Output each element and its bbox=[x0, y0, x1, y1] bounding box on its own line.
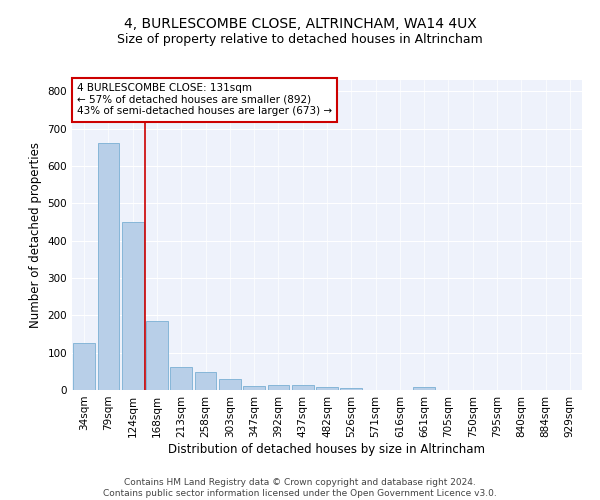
Bar bbox=[97, 144, 119, 390]
Bar bbox=[413, 387, 435, 390]
Bar bbox=[316, 387, 338, 390]
Text: Contains HM Land Registry data © Crown copyright and database right 2024.
Contai: Contains HM Land Registry data © Crown c… bbox=[103, 478, 497, 498]
X-axis label: Distribution of detached houses by size in Altrincham: Distribution of detached houses by size … bbox=[169, 442, 485, 456]
Bar bbox=[340, 388, 362, 390]
Text: 4, BURLESCOMBE CLOSE, ALTRINCHAM, WA14 4UX: 4, BURLESCOMBE CLOSE, ALTRINCHAM, WA14 4… bbox=[124, 18, 476, 32]
Bar bbox=[73, 344, 95, 390]
Bar bbox=[292, 385, 314, 390]
Y-axis label: Number of detached properties: Number of detached properties bbox=[29, 142, 42, 328]
Bar bbox=[122, 222, 143, 390]
Bar bbox=[243, 386, 265, 390]
Text: Size of property relative to detached houses in Altrincham: Size of property relative to detached ho… bbox=[117, 32, 483, 46]
Bar bbox=[219, 379, 241, 390]
Bar bbox=[146, 321, 168, 390]
Bar bbox=[170, 367, 192, 390]
Text: 4 BURLESCOMBE CLOSE: 131sqm
← 57% of detached houses are smaller (892)
43% of se: 4 BURLESCOMBE CLOSE: 131sqm ← 57% of det… bbox=[77, 83, 332, 116]
Bar bbox=[194, 372, 217, 390]
Bar bbox=[268, 385, 289, 390]
